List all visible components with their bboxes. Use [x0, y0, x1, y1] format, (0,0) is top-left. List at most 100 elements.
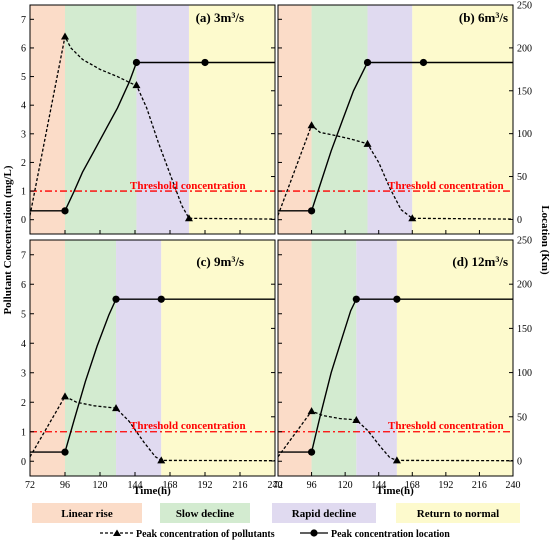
panel-c-location-marker-0 [61, 448, 69, 456]
panel-d-y-right-tick-label-0: 0 [517, 456, 522, 467]
panel-a-y-left-tick-label-1: 1 [21, 187, 26, 198]
panel-b-location-marker-0 [307, 207, 316, 215]
panel-d-location-marker-1 [352, 295, 360, 303]
panel-d-location-line [278, 298, 513, 453]
panel-d-x-tick-label-168: 168 [405, 480, 420, 491]
panel-d-y-right-tick-label-200: 200 [517, 280, 532, 291]
panel-c-x-tick-label-120: 120 [93, 480, 108, 491]
legend: Linear rise Slow decline Rapid decline R… [32, 503, 520, 540]
panel-d-band-linear-rise [278, 240, 312, 476]
panel-c-x-tick-label-192: 192 [198, 480, 213, 491]
panel-c-y-left-tick-label-2: 2 [21, 398, 26, 409]
panel-b-y-right-tick-label-50: 50 [517, 172, 527, 183]
panel-a-y-left-tick-label-2: 2 [21, 158, 26, 169]
panel-b-concentration-marker-2 [408, 214, 417, 222]
legend-label-linear-rise: Linear rise [61, 508, 113, 520]
panel-a-location-marker-1 [132, 58, 141, 67]
panel-c-band-slow-decline [65, 240, 117, 476]
panel-a-concentration-marker-0 [61, 32, 69, 40]
panel-c-frame [29, 239, 276, 477]
panel-b-band-slow-decline [311, 5, 368, 234]
legend-concentration-marker [113, 529, 121, 536]
panel-a-location-marker-2 [201, 58, 209, 67]
panel-b-threshold-label: Threshold concentration [388, 180, 504, 192]
panel-c-concentration-line [29, 395, 276, 462]
panel-a-y-left-tick-label-3: 3 [21, 129, 26, 140]
panel-b-location-marker-1 [363, 58, 372, 67]
panel-b-band-rapid-decline [367, 5, 413, 234]
panel-c-band-linear-rise [30, 240, 65, 476]
x-axis-label-left: Time(h) [133, 485, 171, 497]
panel-d-concentration-marker-1 [352, 415, 361, 423]
panel-a-location-line [30, 61, 275, 212]
panel-c-location-line [30, 298, 275, 453]
panel-d-band-return-to-normal [396, 240, 513, 476]
y-left-axis-label: Pollutant Concentration (mg/L) [2, 165, 14, 314]
panel-d-x-tick-label-144: 144 [371, 480, 386, 491]
panel-c-location-marker-1 [112, 295, 120, 303]
panel-c-y-left-tick-label-7: 7 [21, 250, 26, 261]
panel-c-x-tick-label-216: 216 [233, 480, 248, 491]
panel-b-y-right-tick-label-150: 150 [517, 86, 532, 97]
panel-d-x-tick-label-72: 72 [273, 480, 283, 491]
legend-swatch-return-to-normal [396, 503, 520, 523]
y-right-axis-label: Location (Km) [539, 205, 550, 275]
panel-d-title: (d) 12m3/s [452, 254, 508, 269]
panel-b-y-right-tick-label-100: 100 [517, 129, 532, 140]
panel-c-x-tick-label-72: 72 [25, 480, 35, 491]
x-axis-label-right: Time(h) [376, 485, 414, 497]
legend-swatch-slow-decline [160, 503, 250, 523]
panel-c-y-left-tick-label-0: 0 [21, 457, 26, 468]
panel-d-x-tick-label-192: 192 [438, 480, 453, 491]
panel-d-x-tick-label-120: 120 [338, 480, 353, 491]
panel-a-concentration-marker-2 [184, 214, 193, 222]
panel-d-concentration-marker-2 [392, 456, 401, 464]
panel-a-band-linear-rise [30, 5, 65, 234]
panel-b-concentration-marker-1 [363, 139, 372, 147]
panel-d-concentration-line [277, 410, 514, 462]
panel-b-concentration-marker-0 [307, 121, 316, 129]
panel-a-concentration-marker-1 [132, 81, 141, 89]
panel-c-threshold-label: Threshold concentration [130, 420, 246, 432]
panel-c-x-tick-label-168: 168 [163, 480, 178, 491]
panel-b-y-right-tick-label-250: 250 [517, 1, 532, 12]
panel-b-band-return-to-normal [412, 5, 513, 234]
panel-d-band-slow-decline [311, 240, 357, 476]
panel-c-location-marker-2 [157, 295, 165, 303]
panel-d-location-marker-0 [307, 448, 316, 456]
panel-a-band-slow-decline [65, 5, 137, 234]
panel-a: 0 1 2 3 4 5 6 7 (a) 3m3/s Threshold concentrati… [21, 4, 276, 235]
panel-b: 0 50 100 150 200 250 (b) 6m3/s Threshold conc… [277, 1, 532, 235]
legend-label-concentration: Peak concentration of pollutants [136, 529, 275, 540]
panel-d-x-tick-label-216: 216 [472, 480, 487, 491]
panel-c-y-left-tick-label-5: 5 [21, 309, 26, 320]
panel-d-y-right-tick-label-100: 100 [517, 368, 532, 379]
legend-swatch-rapid-decline [272, 503, 376, 523]
panel-d-x-tick-label-240: 240 [506, 480, 521, 491]
legend-label-rapid-decline: Rapid decline [292, 508, 357, 520]
panel-a-y-left-tick-label-0: 0 [21, 215, 26, 226]
panel-c-x-tick-label-240: 240 [268, 480, 283, 491]
panel-c-concentration-marker-1 [112, 404, 121, 412]
panel-d-concentration-marker-0 [307, 407, 316, 415]
panel-c-x-tick-label-144: 144 [128, 480, 143, 491]
panel-b-location-marker-2 [419, 58, 428, 67]
panel-a-y-left-tick-label-6: 6 [21, 43, 26, 54]
legend-location-marker [310, 529, 318, 537]
panel-d-y-right-tick-label-50: 50 [517, 412, 527, 423]
panel-c-band-rapid-decline [116, 240, 162, 476]
panel-c-y-left-tick-label-1: 1 [21, 427, 26, 438]
panel-c-y-left-tick-label-6: 6 [21, 280, 26, 291]
panel-b-band-linear-rise [278, 5, 312, 234]
panel-a-band-rapid-decline [136, 5, 189, 234]
panel-c-concentration-marker-0 [61, 392, 69, 400]
panel-c-concentration-marker-2 [157, 456, 166, 464]
panel-d-threshold-label: Threshold concentration [388, 420, 504, 432]
panel-c-x-tick-label-96: 96 [60, 480, 70, 491]
legend-swatch-linear-rise [32, 503, 142, 523]
panel-c: 72 96 120 144 168 192 216 240 0 1 2 3 4 5 6 7 (c) 9m3/s… [21, 239, 283, 491]
panel-c-y-left-tick-label-3: 3 [21, 368, 26, 379]
panel-d-frame [277, 239, 514, 477]
